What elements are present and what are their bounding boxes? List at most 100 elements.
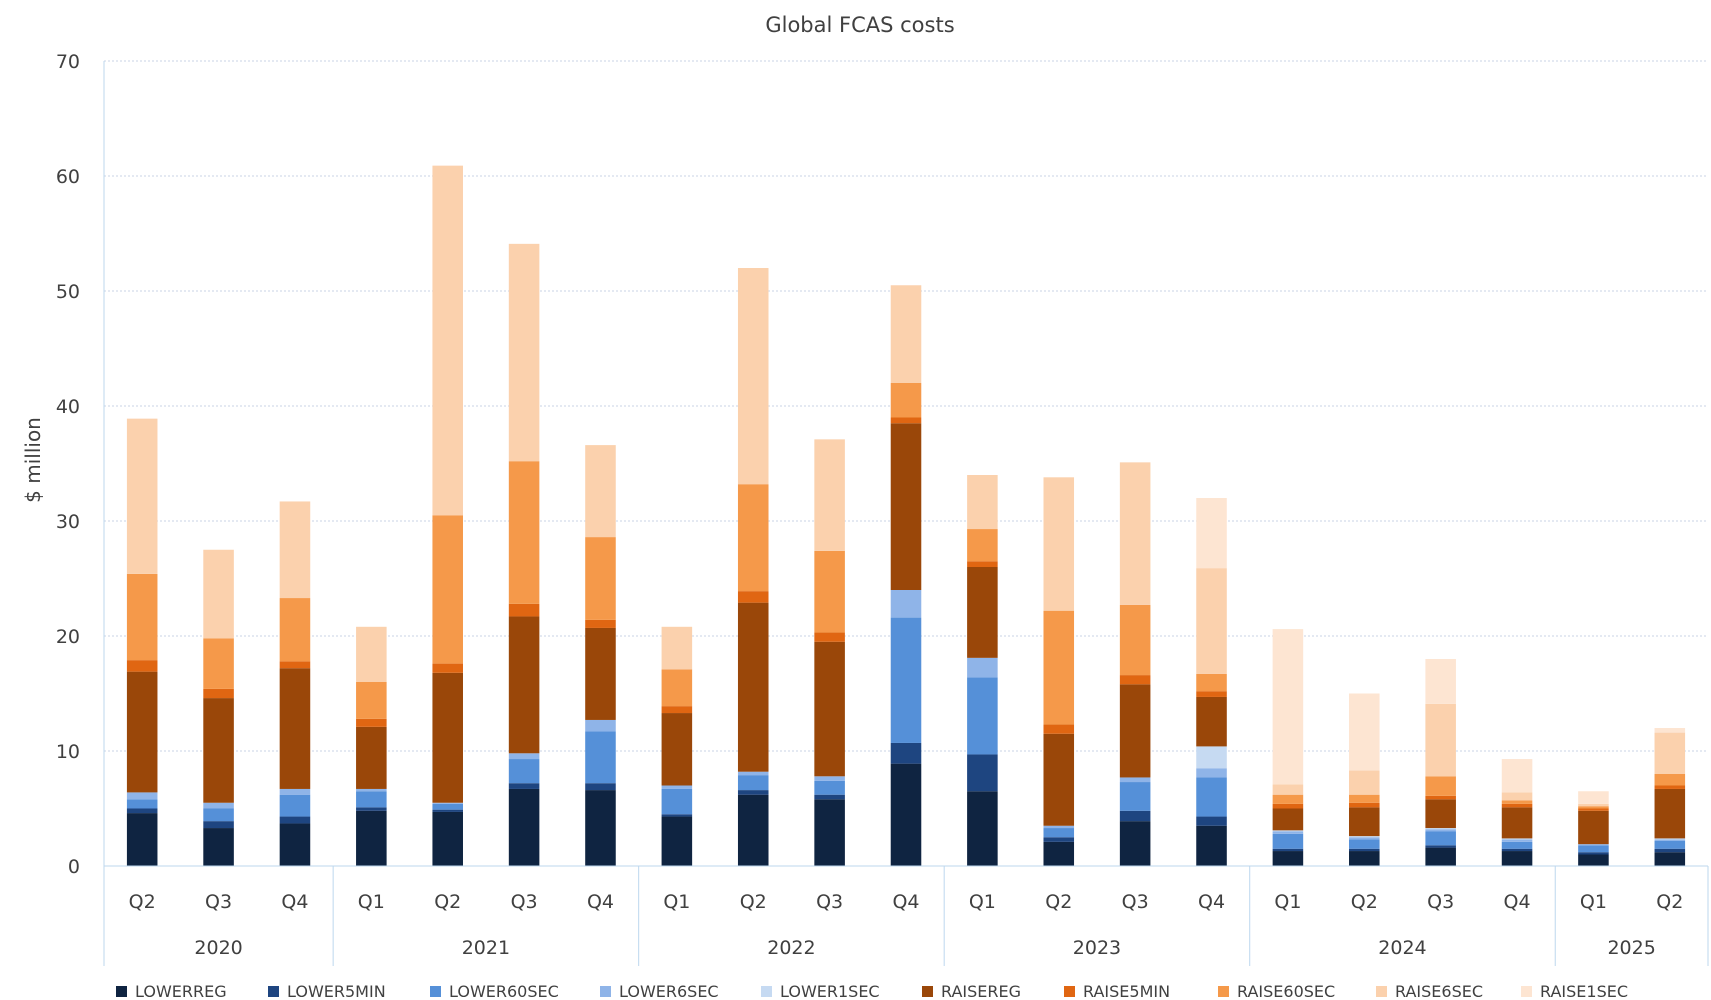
bar-segment-lower6sec: [1272, 831, 1304, 834]
legend-label: RAISE60SEC: [1237, 982, 1335, 1000]
quarter-label: Q1: [358, 891, 385, 913]
bar-segment-lower6sec: [737, 771, 769, 776]
bar-segment-lower5min: [814, 794, 845, 800]
bar-segment-raise5min: [661, 706, 693, 714]
bar-segment-lower6sec: [126, 792, 158, 800]
quarter-label: Q2: [1351, 891, 1378, 913]
bar-segment-raise6sec: [508, 243, 540, 462]
bar-segment-lower6sec: [967, 657, 998, 678]
bar-segment-lower5min: [1501, 848, 1533, 852]
y-tick-label: 10: [56, 741, 80, 763]
bar-segment-lowerreg: [126, 813, 158, 866]
bar-segment-lowerreg: [1349, 851, 1380, 866]
legend-swatch: [1521, 986, 1532, 997]
legend-label: RAISE5MIN: [1083, 982, 1170, 1000]
bar-segment-raise5min: [1425, 795, 1456, 800]
bar-segment-raise6sec: [1578, 803, 1609, 807]
legend-label: LOWER5MIN: [287, 982, 386, 1000]
y-tick-label: 60: [56, 166, 80, 188]
bar-segment-lower60sec: [814, 780, 845, 795]
bar-segment-raise6sec: [1196, 568, 1227, 674]
bar-segment-raise5min: [508, 603, 540, 617]
bar-segment-raisereg: [1272, 808, 1304, 831]
bar-segment-raise6sec: [890, 285, 922, 383]
quarter-label: Q3: [1427, 891, 1454, 913]
quarter-label: Q4: [587, 891, 614, 913]
bar-segment-lower60sec: [737, 775, 769, 791]
bar-segment-lower5min: [356, 807, 387, 811]
bar-segment-lower60sec: [356, 791, 387, 808]
quarter-label: Q2: [740, 891, 767, 913]
bar-segment-lower5min: [1349, 848, 1380, 852]
bar-segment-raise6sec: [814, 439, 845, 551]
bar-segment-raise5min: [1654, 785, 1686, 789]
bar-segment-lower6sec: [890, 590, 922, 618]
quarter-label: Q2: [1656, 891, 1683, 913]
legend-label: RAISE1SEC: [1540, 982, 1628, 1000]
bar-segment-lower60sec: [126, 799, 158, 809]
bar-segment-raise60sec: [279, 598, 311, 662]
bar-segment-raise6sec: [1654, 732, 1686, 774]
quarter-label: Q2: [434, 891, 461, 913]
chart-title: Global FCAS costs: [765, 13, 954, 37]
bar-segment-raisereg: [585, 627, 616, 720]
bar-segment-lower60sec: [1578, 845, 1609, 853]
year-label: 2021: [462, 937, 510, 959]
bar-segment-lower6sec: [1578, 844, 1609, 846]
legend-swatch: [430, 986, 441, 997]
bar-segment-raise5min: [967, 561, 998, 567]
legend-label: RAISEREG: [941, 982, 1021, 1000]
bar-segment-raise6sec: [432, 165, 463, 516]
bar-segment-lower1sec: [1425, 828, 1456, 830]
quarter-label: Q1: [1274, 891, 1301, 913]
quarter-label: Q1: [663, 891, 690, 913]
bar-segment-lowerreg: [661, 816, 693, 866]
bar-segment-lower5min: [1654, 848, 1686, 853]
bar-segment-lower60sec: [432, 803, 463, 810]
bar-segment-raise5min: [585, 619, 616, 628]
bar-segment-raise5min: [203, 688, 234, 699]
bar-segment-lower6sec: [585, 719, 616, 732]
bar-segment-lower5min: [661, 814, 693, 817]
bar-segment-raisereg: [1578, 810, 1609, 845]
bar-segment-raise1sec: [1349, 693, 1380, 771]
bar-segment-raise6sec: [1501, 792, 1533, 801]
bar-segment-raisereg: [1349, 807, 1380, 837]
bar-segment-raise6sec: [279, 501, 311, 599]
y-tick-label: 30: [56, 511, 80, 533]
bar-segment-raisereg: [432, 672, 463, 803]
bar-segment-lower6sec: [432, 802, 463, 804]
bar-segment-lower6sec: [203, 802, 234, 809]
bar-segment-lower60sec: [1196, 777, 1227, 817]
bar-segment-raise5min: [1119, 675, 1151, 685]
bar-segment-lowerreg: [508, 788, 540, 866]
bar-segment-lower5min: [1272, 848, 1304, 852]
quarter-label: Q3: [816, 891, 843, 913]
quarter-label: Q2: [1045, 891, 1072, 913]
bar-segment-raisereg: [1196, 696, 1227, 747]
bar-segment-raisereg: [1654, 788, 1686, 839]
bar-segment-lower6sec: [814, 776, 845, 781]
bar-segment-raise1sec: [1272, 629, 1304, 785]
bar-segment-raise60sec: [203, 638, 234, 689]
legend-label: LOWER60SEC: [449, 982, 559, 1000]
bar-segment-lower6sec: [279, 788, 311, 795]
quarter-label: Q3: [1122, 891, 1149, 913]
bar-segment-lower5min: [1119, 810, 1151, 822]
bar-segment-raise60sec: [661, 669, 693, 707]
bar-segment-raise60sec: [1349, 794, 1380, 803]
bar-segment-raise5min: [126, 660, 158, 672]
bar-segment-lower60sec: [1349, 839, 1380, 849]
bar-segment-lower60sec: [1272, 833, 1304, 849]
bar-segment-lowerreg: [1272, 851, 1304, 866]
bar-segment-lowerreg: [737, 794, 769, 866]
bar-segment-raisereg: [356, 726, 387, 789]
bar-segment-raise60sec: [508, 461, 540, 604]
legend-swatch: [1218, 986, 1229, 997]
bar-segment-raise60sec: [890, 383, 922, 418]
bar-segment-raise60sec: [1425, 776, 1456, 796]
bar-segment-lower60sec: [890, 617, 922, 743]
bar-segment-raisereg: [890, 423, 922, 590]
bar-segment-lowerreg: [1043, 841, 1075, 866]
year-label: 2025: [1607, 937, 1655, 959]
